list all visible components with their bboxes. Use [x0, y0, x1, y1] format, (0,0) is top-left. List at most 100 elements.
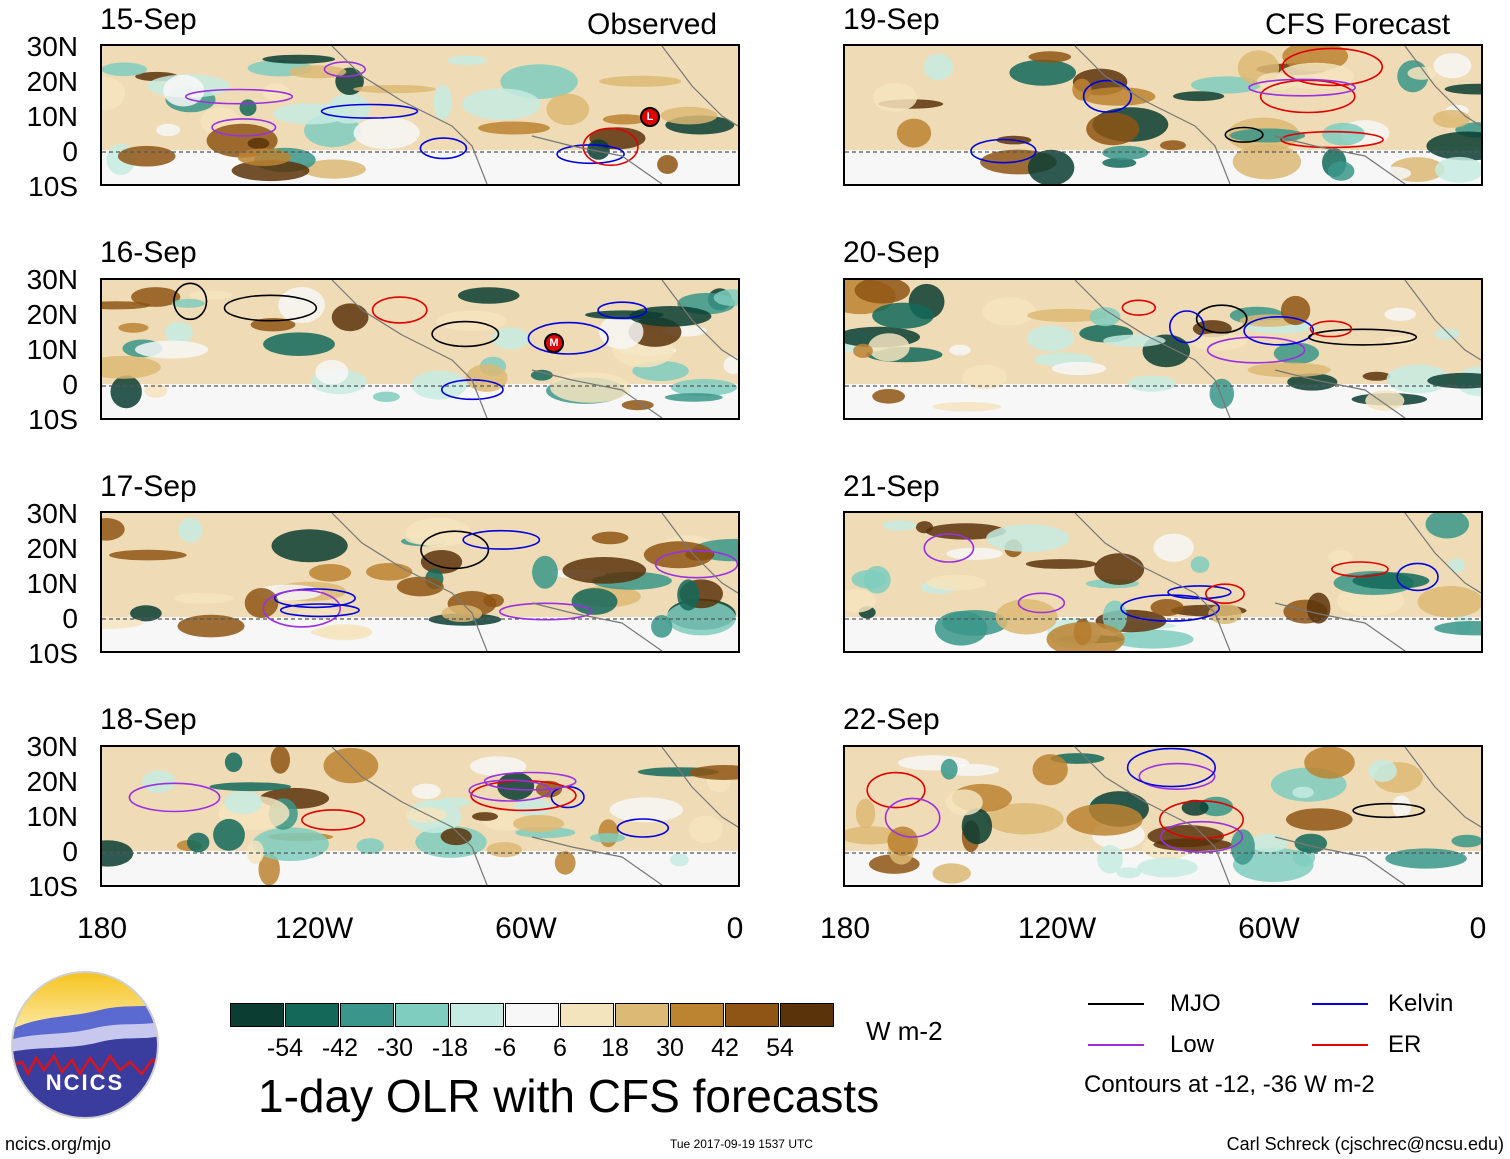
wave-contour	[223, 294, 318, 322]
wave-contour	[323, 61, 367, 78]
olr-anomaly-blob	[1434, 156, 1481, 183]
olr-anomaly-blob	[945, 789, 983, 816]
olr-anomaly-blob	[1025, 559, 1097, 569]
olr-anomaly-blob	[1322, 122, 1365, 146]
panel-date-18-sep: 18-Sep	[100, 703, 197, 736]
legend-label-kelvin: Kelvin	[1388, 990, 1454, 1017]
olr-anomaly-blob	[896, 118, 932, 148]
lat-label: 20N	[26, 66, 78, 97]
olr-anomaly-blob	[1232, 144, 1302, 180]
lat-label: 10S	[28, 638, 78, 669]
olr-anomaly-blob	[1027, 308, 1108, 322]
olr-anomaly-blob	[462, 88, 541, 120]
olr-anomaly-blob	[258, 852, 280, 885]
olr-anomaly-blob	[110, 375, 142, 409]
olr-anomaly-blob	[1009, 59, 1076, 86]
wave-contour	[616, 818, 670, 838]
lat-label: 30N	[26, 731, 78, 762]
olr-anomaly-blob	[887, 826, 918, 856]
olr-field	[102, 280, 738, 418]
olr-anomaly-blob	[1160, 140, 1186, 151]
legend-line-kelvin	[1312, 1003, 1368, 1005]
map-panel-18-sep	[100, 745, 740, 887]
footer-credit: Carl Schreck (cjschrec@ncsu.edu)	[1226, 1134, 1504, 1154]
olr-anomaly-blob	[1426, 131, 1481, 161]
olr-anomaly-blob	[986, 524, 1070, 552]
wave-contour	[420, 530, 490, 570]
olr-anomaly-blob	[1432, 109, 1471, 128]
olr-anomaly-blob	[532, 555, 558, 589]
olr-anomaly-blob	[932, 402, 1002, 412]
olr-anomaly-blob	[926, 574, 987, 591]
olr-anomaly-blob	[472, 812, 498, 821]
olr-anomaly-blob	[1451, 834, 1481, 848]
lon-label: 180	[76, 912, 128, 945]
olr-anomaly-blob	[1368, 759, 1397, 782]
panel-date-15-sep: 15-Sep	[100, 3, 197, 36]
olr-anomaly-blob	[671, 379, 737, 396]
olr-anomaly-blob	[530, 369, 553, 381]
wave-contour	[1308, 328, 1418, 346]
colorbar-label: 18	[601, 1034, 629, 1062]
olr-anomaly-blob	[436, 310, 507, 331]
olr-anomaly-blob	[1384, 307, 1416, 321]
olr-anomaly-blob	[1425, 513, 1470, 539]
map-panel-15-sep	[100, 44, 740, 186]
ncics-logo: NCICS	[10, 970, 160, 1120]
colorbar-swatch-4	[395, 1003, 449, 1027]
panel-date-19-sep: 19-Sep	[843, 3, 940, 36]
panel-date-20-sep: 20-Sep	[843, 236, 940, 269]
olr-anomaly-blob	[246, 840, 264, 864]
olr-anomaly-blob	[189, 290, 233, 300]
olr-anomaly-blob	[923, 53, 954, 81]
map-panel-17-sep	[100, 511, 740, 653]
olr-anomaly-blob	[1407, 66, 1436, 80]
lon-label: 0	[1469, 912, 1487, 945]
wave-contour	[498, 602, 593, 621]
olr-anomaly-blob	[224, 790, 263, 815]
olr-anomaly-blob	[1257, 72, 1298, 90]
wave-contour	[527, 321, 609, 355]
legend-line-er	[1312, 1044, 1368, 1046]
wave-contour	[1281, 47, 1384, 87]
olr-anomaly-blob	[602, 114, 648, 125]
panel-date-16-sep: 16-Sep	[100, 236, 197, 269]
wave-contour	[556, 144, 625, 165]
olr-anomaly-blob	[1209, 378, 1234, 409]
wave-contour	[884, 797, 941, 838]
wave-contour	[970, 138, 1037, 164]
olr-anomaly-blob	[873, 83, 918, 112]
wave-contour	[173, 282, 208, 321]
olr-anomaly-blob	[356, 838, 384, 854]
olr-anomaly-blob	[102, 76, 126, 111]
olr-anomaly-blob	[554, 851, 576, 875]
colorbar-swatch-5	[450, 1003, 504, 1027]
olr-anomaly-blob	[144, 383, 168, 398]
lat-label: 30N	[26, 264, 78, 295]
wave-contour	[1248, 78, 1356, 97]
colorbar-swatch-1	[230, 1003, 284, 1027]
olr-anomaly-blob	[660, 106, 718, 125]
olr-anomaly-blob	[643, 541, 714, 569]
wave-contour	[1352, 802, 1426, 819]
olr-anomaly-blob	[440, 827, 472, 846]
olr-anomaly-blob	[1027, 325, 1075, 352]
olr-anomaly-blob	[1304, 747, 1355, 779]
lat-label: 20N	[26, 299, 78, 330]
olr-anomaly-blob	[1362, 371, 1391, 381]
olr-anomaly-blob	[1434, 328, 1460, 340]
lat-label: 10S	[28, 404, 78, 435]
wave-contour	[1126, 747, 1217, 788]
colorbar-label: 6	[553, 1034, 567, 1062]
olr-anomaly-blob	[239, 99, 257, 116]
olr-anomaly-blob	[689, 815, 723, 843]
olr-field	[845, 747, 1481, 885]
olr-anomaly-blob	[591, 531, 629, 545]
map-panel-19-sep	[843, 44, 1483, 186]
olr-anomaly-blob	[599, 75, 682, 87]
colorbar-swatch-9	[670, 1003, 724, 1027]
olr-anomaly-blob	[1097, 845, 1123, 874]
colorbar-label: 30	[656, 1034, 684, 1062]
olr-anomaly-blob	[1066, 803, 1143, 836]
panel-date-21-sep: 21-Sep	[843, 470, 940, 503]
